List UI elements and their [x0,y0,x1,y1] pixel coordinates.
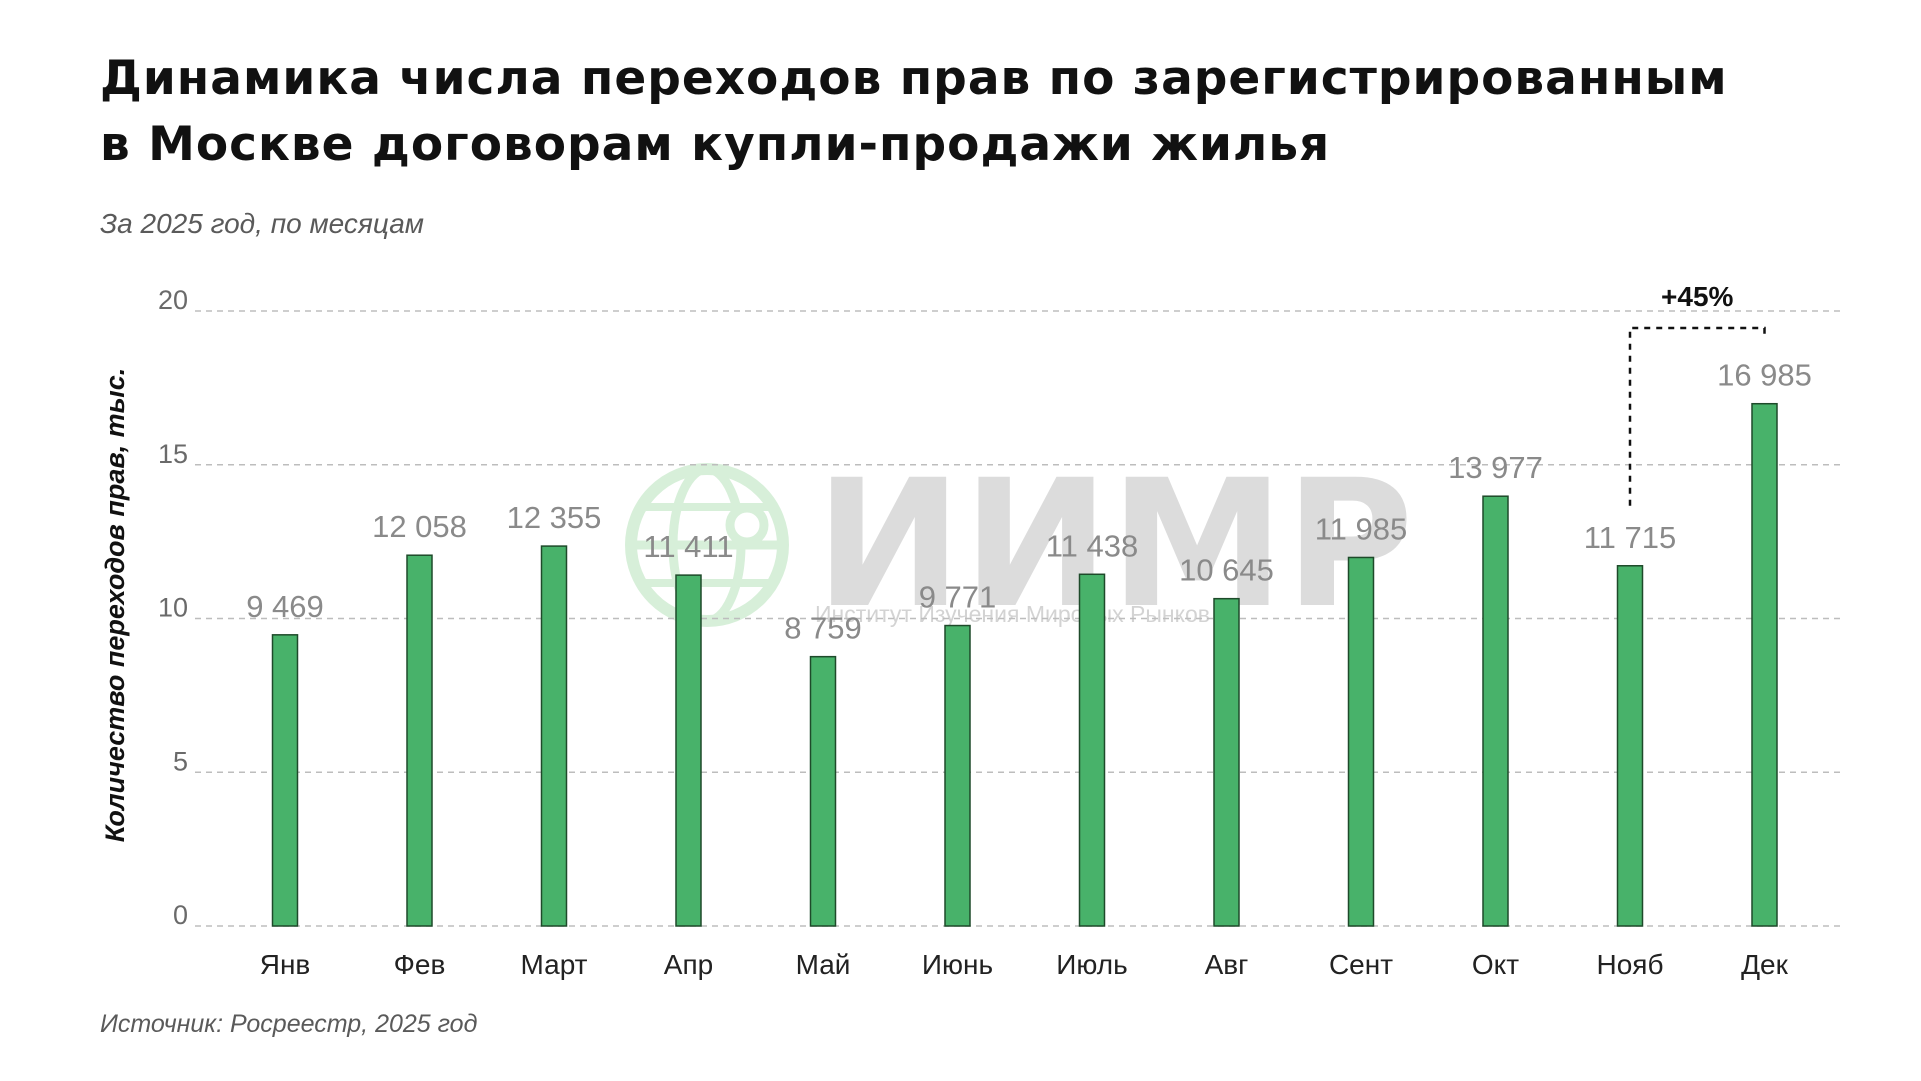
bar [406,554,433,927]
y-tick-label: 0 [173,900,188,930]
growth-annotation: +45% [1628,281,1766,506]
chart-title: Динамика числа переходов прав по зарегис… [100,46,1840,178]
bar-value-label: 12 058 [372,509,467,544]
bar [540,545,568,927]
bar-value-label: 16 985 [1717,358,1812,393]
bar-value-label: 9 771 [919,580,997,615]
bar [271,634,299,927]
bars [271,402,1778,927]
y-tick-label: 15 [158,439,188,469]
bar-value-label: 11 985 [1315,511,1408,546]
bar-value-label: 8 759 [784,611,862,646]
bar-value-label: 10 645 [1179,553,1274,588]
x-tick-label: Апр [664,949,713,980]
y-tick-label: 5 [173,746,188,776]
bar [1078,573,1106,927]
bar [944,624,971,927]
bar-value-label: 12 355 [507,500,602,535]
bar [1482,495,1509,927]
bar [809,655,837,927]
x-tick-label: Окт [1472,949,1519,980]
x-tick-label: Сент [1329,949,1393,980]
x-tick-label: Май [796,949,851,980]
watermark-logo-text: ИИМР [815,442,1414,647]
growth-bracket [1628,326,1766,506]
bar [675,574,702,927]
x-axis-labels: Янв Фев Март Апр Май Июнь Июль Авг Сент Окт Нояб Де… [260,949,1789,980]
watermark-caption: Институт Изучения Мировых Рынков [815,601,1210,627]
bar-value-label: 11 411 [643,529,733,564]
y-tick-label: 20 [158,285,188,315]
bar-value-label: 11 438 [1046,528,1139,563]
x-tick-label: Авг [1205,949,1249,980]
chart-subtitle: За 2025 год, по месяцам [100,208,424,239]
bar [1751,402,1778,927]
x-tick-label: Дек [1741,949,1789,980]
x-tick-label: Март [521,949,588,980]
bar [1616,565,1644,927]
y-tick-label: 10 [158,593,188,623]
y-axis-ticks: 0 5 10 15 20 [158,285,188,930]
bar-value-label: 11 715 [1584,520,1677,555]
globe-network-icon [625,463,789,627]
bar-value-label: 9 469 [246,589,324,624]
x-tick-label: Июнь [922,949,993,980]
chart-title-line-1: Динамика числа переходов прав по зарегис… [100,51,1728,106]
chart-title-line-2: в Москве договорам купли-продажи жилья [100,117,1331,172]
x-tick-label: Янв [260,949,311,980]
globe-node [725,503,769,547]
x-tick-label: Фев [394,949,446,980]
watermark: ИИМР Институт Изучения Мировых Рынков [625,442,1414,647]
growth-annotation-label: +45% [1661,281,1733,312]
bar [1213,597,1240,927]
source-note: Источник: Росреестр, 2025 год [100,1010,478,1038]
bar-value-label: 13 977 [1448,450,1543,485]
bar [1347,556,1375,927]
x-tick-label: Июль [1056,949,1127,980]
y-axis-title: Количество переходов прав, тыс. [100,368,130,842]
value-labels: 9 469 12 058 12 355 11 411 8 759 9 771 11 438 1… [246,358,1812,646]
x-tick-label: Нояб [1597,949,1664,980]
